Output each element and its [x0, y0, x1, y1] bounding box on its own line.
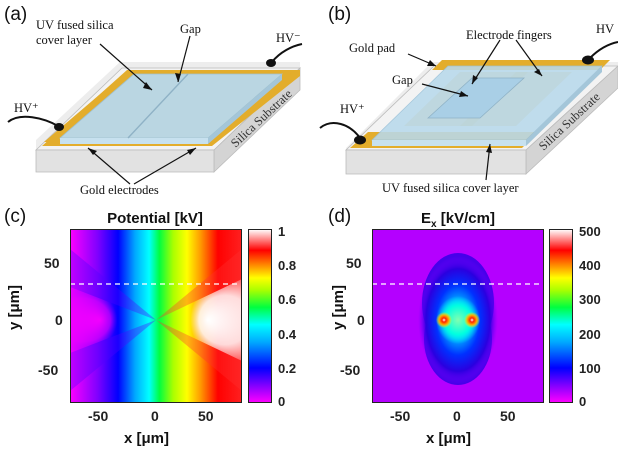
cover-layer-label-a-line2: cover layer — [36, 33, 92, 47]
panel-d-letter: (d) — [328, 206, 352, 227]
device-diagram-a — [7, 35, 303, 185]
colorbar-c-tick-0.6: 0.6 — [278, 292, 297, 307]
colorbar-d-tick-0: 0 — [579, 394, 587, 409]
electrode-hotspot-right — [464, 312, 480, 328]
electrode-hotspot-left — [436, 312, 452, 328]
cover-layer-a-side — [208, 74, 282, 144]
hv-plus-label-a: HV⁺ — [14, 101, 39, 115]
potential-right-lobe — [156, 279, 242, 361]
colorbar-c-tick-0: 0 — [278, 394, 286, 409]
panel-a-letter: (a) — [4, 4, 28, 25]
hv-plus-label-b: HV⁺ — [340, 102, 365, 116]
finger-gap-block-b — [426, 77, 526, 119]
plot-d-title-rest: [kV/cm] — [436, 210, 495, 227]
panel-b-letter: (b) — [328, 4, 352, 25]
finger-arrow-b1 — [471, 39, 501, 85]
substrate-b-front — [345, 149, 527, 175]
hv-plus-contact-b — [354, 135, 366, 145]
colorbar-d-tick-100: 100 — [579, 361, 601, 376]
cover-layer-label-b: UV fused silica cover layer — [382, 181, 519, 195]
cover-layer-label-a: UV fused silica cover layer — [36, 18, 114, 48]
hv-minus-wire-a — [271, 43, 303, 63]
potential-map — [70, 229, 242, 403]
colorbar-d — [549, 229, 573, 403]
hv-plus-contact-a — [54, 123, 64, 131]
ytick-d-50: 50 — [346, 255, 362, 271]
ytick-d-0: 0 — [357, 312, 365, 328]
xtick-d-50: 50 — [500, 408, 516, 424]
panel-c-letter: (c) — [4, 206, 27, 227]
gold-pad-label-b: Gold pad — [349, 41, 396, 55]
ylabel-d: y [μm] — [330, 284, 347, 330]
xtick-d-neg50: -50 — [390, 408, 411, 424]
device-diagram-b — [319, 39, 618, 181]
plot-d-title: Ex [kV/cm] — [372, 210, 544, 230]
hv-minus-label-a: HV⁻ — [276, 31, 301, 45]
cover-layer-label-a-line1: UV fused silica — [36, 18, 114, 32]
cover-layer-b-front — [372, 140, 526, 146]
plot-c-title: Potential [kV] — [107, 210, 203, 227]
ylabel-c: y [μm] — [6, 284, 23, 330]
colorbar-c-tick-0.4: 0.4 — [278, 327, 297, 342]
substrate-a-front — [35, 149, 215, 173]
colorbar-d-tick-200: 200 — [579, 327, 601, 342]
ytick-c-neg50: -50 — [38, 362, 59, 378]
ytick-c-0: 0 — [55, 312, 63, 328]
colorbar-c — [248, 229, 272, 403]
gap-line-a — [127, 73, 189, 139]
colorbar-c-tick-0.2: 0.2 — [278, 361, 297, 376]
colorbar-c-tick-0.8: 0.8 — [278, 258, 297, 273]
field-inner — [436, 296, 480, 344]
cover-layer-a-front — [60, 138, 208, 144]
hv-minus-wire-b — [589, 41, 618, 59]
colorbar-c-tick-1: 1 — [278, 224, 286, 239]
plot-d-title-main: E — [421, 210, 432, 227]
field-map — [372, 229, 544, 403]
colorbar-d-tick-300: 300 — [579, 292, 601, 307]
ytick-d-neg50: -50 — [340, 362, 361, 378]
cover-layer-b-side — [526, 66, 602, 146]
hv-plus-wire-a — [7, 115, 59, 127]
hv-plus-wire-b — [319, 122, 361, 139]
colorbar-d-tick-500: 500 — [579, 224, 601, 239]
xlabel-c: x [μm] — [124, 430, 170, 447]
electrode-arrow-a1 — [87, 147, 131, 185]
colorbar-d-tick-400: 400 — [579, 258, 601, 273]
gap-label-b: Gap — [392, 73, 413, 87]
electrodes-label-a: Gold electrodes — [80, 183, 159, 197]
potential-left-lobe — [70, 287, 156, 353]
hv-minus-label-b: HV — [596, 22, 615, 36]
cover-arrow-a — [99, 43, 153, 91]
xtick-c-neg50: -50 — [88, 408, 109, 424]
electrode-arrow-a2 — [133, 147, 197, 185]
xtick-c-0: 0 — [151, 408, 159, 424]
ytick-c-50: 50 — [44, 255, 60, 271]
hv-minus-contact-a — [266, 59, 276, 67]
xlabel-d: x [μm] — [426, 430, 472, 447]
electrode-fingers-label-b: Electrode fingers — [466, 28, 552, 42]
xtick-d-0: 0 — [453, 408, 461, 424]
gap-label-a: Gap — [180, 22, 201, 36]
xtick-c-50: 50 — [198, 408, 214, 424]
plot-d-title-sub: x — [431, 219, 437, 230]
